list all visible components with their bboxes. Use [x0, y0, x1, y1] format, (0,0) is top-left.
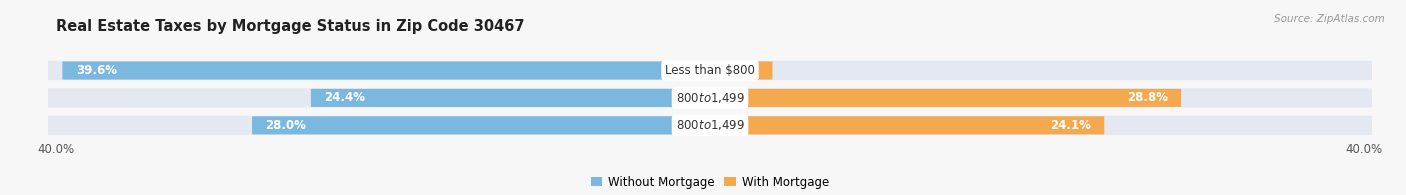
Text: $800 to $1,499: $800 to $1,499 [675, 118, 745, 132]
FancyBboxPatch shape [62, 61, 710, 80]
FancyBboxPatch shape [710, 61, 772, 80]
Text: 3.8%: 3.8% [727, 64, 759, 77]
Text: Source: ZipAtlas.com: Source: ZipAtlas.com [1274, 14, 1385, 24]
Text: 28.0%: 28.0% [266, 119, 307, 132]
FancyBboxPatch shape [252, 116, 710, 134]
Text: 24.1%: 24.1% [1050, 119, 1091, 132]
FancyBboxPatch shape [48, 116, 1372, 135]
FancyBboxPatch shape [710, 116, 1104, 134]
FancyBboxPatch shape [48, 61, 1372, 80]
Text: Real Estate Taxes by Mortgage Status in Zip Code 30467: Real Estate Taxes by Mortgage Status in … [56, 19, 524, 34]
FancyBboxPatch shape [48, 88, 1372, 107]
Text: 24.4%: 24.4% [325, 91, 366, 104]
FancyBboxPatch shape [311, 89, 710, 107]
Text: 39.6%: 39.6% [76, 64, 117, 77]
Text: Less than $800: Less than $800 [665, 64, 755, 77]
Legend: Without Mortgage, With Mortgage: Without Mortgage, With Mortgage [586, 171, 834, 193]
Text: $800 to $1,499: $800 to $1,499 [675, 91, 745, 105]
Text: 28.8%: 28.8% [1126, 91, 1167, 104]
FancyBboxPatch shape [710, 89, 1181, 107]
